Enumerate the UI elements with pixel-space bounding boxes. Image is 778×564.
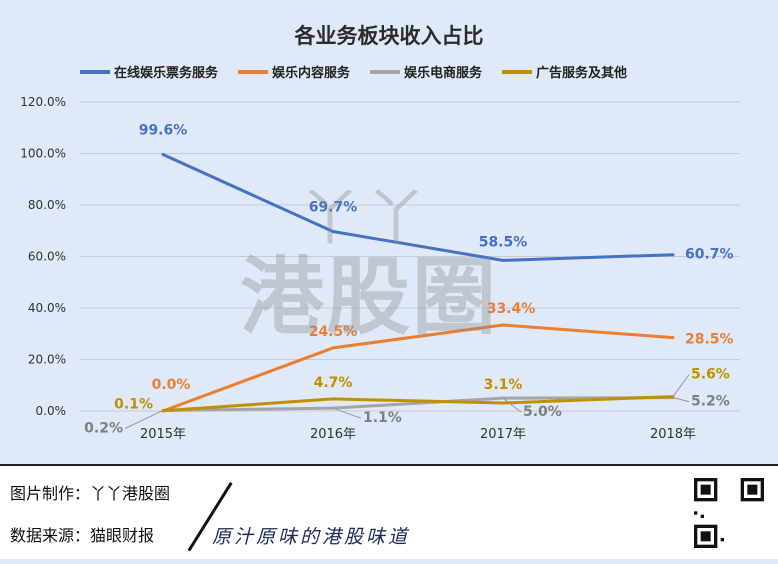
series-line: [162, 396, 674, 412]
watermark: 丫丫 港股圈: [240, 170, 540, 346]
y-tick-label: 120.0%: [20, 95, 66, 109]
chart-title: 各业务板块收入占比: [294, 24, 484, 48]
legend-label: 娱乐内容服务: [272, 66, 351, 81]
label-leader: [502, 397, 522, 413]
data-point: [331, 346, 335, 350]
series-line: [162, 395, 674, 413]
legend-label: 在线娱乐票务服务: [114, 66, 219, 81]
series-line: [162, 323, 674, 413]
data-label: 1.1%: [363, 410, 402, 426]
data-label: 33.4%: [487, 301, 536, 317]
data-label: 5.6%: [691, 367, 730, 383]
watermark-main: 港股圈: [240, 248, 499, 346]
legend-label: 广告服务及其他: [536, 66, 628, 81]
data-label: 0.0%: [152, 377, 191, 393]
y-tick-label: 80.0%: [28, 198, 66, 212]
legend-label: 娱乐电商服务: [404, 66, 483, 81]
data-point: [671, 336, 675, 340]
data-label: 58.5%: [479, 234, 528, 250]
data-label: 5.2%: [691, 394, 730, 410]
data-label: 0.2%: [84, 420, 123, 436]
x-tick-label: 2016年: [310, 427, 356, 442]
x-tick-label: 2018年: [650, 427, 696, 442]
data-label: 69.7%: [309, 200, 358, 216]
legend-swatch: [238, 69, 269, 74]
data-point: [161, 409, 165, 413]
y-tick-label: 20.0%: [28, 353, 66, 367]
data-point: [501, 401, 505, 405]
label-leader: [672, 397, 690, 403]
maker-label: 图片制作：丫丫港股圈: [10, 484, 171, 503]
y-tick-label: 40.0%: [28, 301, 66, 315]
y-tick-label: 100.0%: [20, 147, 66, 161]
legend-swatch: [80, 69, 110, 74]
data-label: 60.7%: [685, 247, 734, 263]
series-line: [162, 153, 674, 262]
data-point: [331, 230, 335, 234]
data-point: [501, 323, 505, 327]
y-tick-label: 0.0%: [36, 404, 67, 418]
data-label: 5.0%: [523, 404, 562, 420]
source-label: 数据来源：猫眼财报: [10, 526, 155, 545]
legend-swatch: [502, 69, 533, 74]
data-label: 4.7%: [314, 375, 353, 391]
data-label: 0.1%: [114, 397, 153, 413]
qr-code-icon: [694, 478, 764, 548]
label-leader: [672, 374, 690, 397]
data-point: [671, 253, 675, 257]
footer-credits: 图片制作：丫丫港股圈 数据来源：猫眼财报: [10, 480, 170, 564]
chart-area: 0.0% 20.0% 40.0% 60.0% 80.0% 100.0% 120.0% 2015…: [20, 24, 740, 442]
legend-item: 娱乐内容服务: [238, 62, 350, 81]
legend: 在线娱乐票务服务 娱乐内容服务 娱乐电商服务 广告服务及其他: [80, 62, 627, 81]
slogan: 原汁原味的港股味道: [212, 526, 411, 548]
data-label: 99.6%: [139, 123, 188, 139]
y-tick-label: 60.0%: [28, 250, 66, 264]
watermark-top: 丫丫: [300, 184, 432, 254]
data-label: 24.5%: [309, 324, 358, 340]
data-label: 28.5%: [685, 332, 734, 348]
label-leader: [332, 407, 362, 419]
label-leader: [124, 410, 164, 429]
legend-item: 娱乐电商服务: [370, 62, 482, 81]
data-label: 3.1%: [484, 377, 523, 393]
legend-item: 广告服务及其他: [502, 62, 627, 81]
x-tick-label: 2015年: [140, 427, 186, 442]
data-point: [501, 258, 505, 262]
footer: 图片制作：丫丫港股圈 数据来源：猫眼财报 原汁原味的港股味道: [0, 464, 778, 559]
x-tick-label: 2017年: [480, 427, 526, 442]
line-chart: 0.0% 20.0% 40.0% 60.0% 80.0% 100.0% 120.0% 2015…: [20, 95, 740, 442]
data-point: [161, 153, 165, 157]
data-point: [331, 397, 335, 401]
legend-item: 在线娱乐票务服务: [80, 62, 218, 81]
legend-swatch: [370, 69, 401, 74]
